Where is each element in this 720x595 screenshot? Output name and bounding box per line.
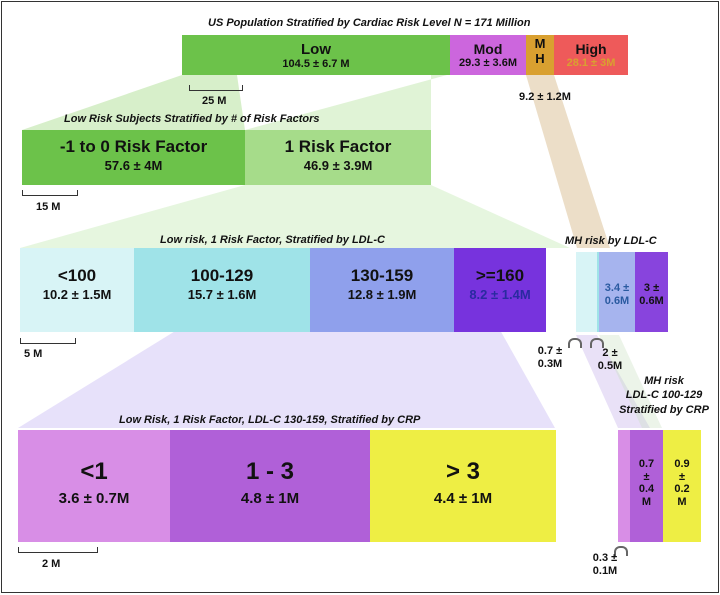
band-mh: [526, 75, 610, 248]
segment-mod: Mod 29.3 ± 3.6M: [450, 35, 526, 75]
segment-ldl-100-129-label: 100-129: [190, 266, 254, 285]
scale-bar-25m: [189, 85, 243, 91]
segment-ldl-100-129-value: 15.7 ± 1.6M: [187, 286, 257, 302]
scale-label-25m: 25 M: [202, 95, 227, 107]
segment-low-label: Low: [301, 41, 331, 58]
mh-crp-gt3: 0.9 ± 0.2 M: [663, 430, 701, 542]
level1-title: US Population Stratified by Cardiac Risk…: [208, 17, 531, 29]
band-low-right: [245, 75, 447, 130]
mh-crp-lt1: [618, 430, 630, 542]
scale-label-5m: 5 M: [24, 348, 43, 360]
mh-value: 9.2 ± 1.2M: [519, 91, 571, 103]
band-1rf: [20, 185, 570, 248]
mh-ldl-lt100: [576, 252, 597, 332]
scale-bar-5m: [20, 338, 76, 344]
segment-ldl-100-129: 100-129 15.7 ± 1.6M: [134, 248, 310, 332]
segment-crp-lt1: <1 3.6 ± 0.7M: [18, 430, 170, 542]
mh-ldl-title: MH risk by LDL-C: [565, 235, 657, 247]
segment-1rf: 1 Risk Factor 46.9 ± 3.9M: [245, 130, 431, 185]
segment-ldl-lt100-label: <100: [57, 266, 97, 285]
band-mh-100b: [599, 335, 662, 428]
segment-ldl-ge160-value: 8.2 ± 1.4M: [469, 286, 531, 302]
mh-crp-note: 0.3 ± 0.1M: [592, 552, 618, 578]
segment-ldl-ge160: >=160 8.2 ± 1.4M: [454, 248, 546, 332]
segment-crp-1-3-label: 1 - 3: [245, 458, 295, 485]
segment-crp-1-3-value: 4.8 ± 1M: [240, 489, 300, 507]
level4-title: Low Risk, 1 Risk Factor, LDL-C 130-159, …: [119, 414, 421, 426]
mh-ldl-note-1: 0.7 ± 0.3M: [537, 345, 563, 371]
mh-ldl-note-2: 2 ± 0.5M: [597, 347, 623, 373]
segment-0rf: -1 to 0 Risk Factor 57.6 ± 4M: [22, 130, 245, 185]
segment-crp-lt1-value: 3.6 ± 0.7M: [58, 489, 130, 507]
level3-title: Low risk, 1 Risk Factor, Stratified by L…: [160, 234, 385, 246]
mh-ldl-ge160: 3 ± 0.6M: [635, 252, 668, 332]
segment-ldl-lt100: <100 10.2 ± 1.5M: [20, 248, 134, 332]
band-mh-100: [576, 335, 650, 428]
segment-mh: M H: [526, 35, 554, 75]
scale-bar-2m: [18, 547, 98, 553]
scale-bar-15m: [22, 190, 78, 196]
segment-low: Low 104.5 ± 6.7 M: [182, 35, 450, 75]
mh-crp-1-3: 0.7 ± 0.4 M: [630, 430, 663, 542]
segment-ldl-130-159: 130-159 12.8 ± 1.9M: [310, 248, 454, 332]
segment-high-label: High: [575, 41, 607, 57]
scale-label-15m: 15 M: [36, 201, 61, 213]
segment-ldl-130-159-label: 130-159: [350, 266, 414, 285]
mh-crp-hook: [614, 546, 628, 556]
segment-high: High 28.1 ± 3M: [554, 35, 628, 75]
segment-high-value: 28.1 ± 3M: [566, 57, 616, 70]
segment-crp-gt3: > 3 4.4 ± 1M: [370, 430, 556, 542]
segment-0rf-label: -1 to 0 Risk Factor: [59, 137, 208, 156]
mh-ldl-130-159: 3.4 ± 0.6M: [599, 252, 635, 332]
mh-ldl-hook-2: [590, 338, 604, 348]
segment-crp-gt3-value: 4.4 ± 1M: [433, 489, 493, 507]
segment-1rf-label: 1 Risk Factor: [284, 137, 392, 156]
scale-label-2m: 2 M: [42, 558, 61, 570]
mh-crp-title: MH risk LDL-C 100-129 Stratified by CRP: [619, 375, 709, 416]
level2-title: Low Risk Subjects Stratified by # of Ris…: [64, 113, 320, 125]
segment-crp-1-3: 1 - 3 4.8 ± 1M: [170, 430, 370, 542]
segment-crp-gt3-label: > 3: [445, 458, 481, 485]
segment-ldl-130-159-value: 12.8 ± 1.9M: [347, 286, 417, 302]
segment-mod-label: Mod: [473, 41, 503, 57]
segment-mod-value: 29.3 ± 3.6M: [458, 57, 517, 70]
segment-0rf-value: 57.6 ± 4M: [104, 157, 163, 173]
segment-crp-lt1-label: <1: [80, 458, 108, 485]
segment-1rf-value: 46.9 ± 3.9M: [303, 157, 373, 173]
mh-ldl-hook-1: [568, 338, 582, 348]
segment-low-value: 104.5 ± 6.7 M: [282, 58, 350, 71]
segment-ldl-ge160-label: >=160: [475, 266, 525, 285]
segment-ldl-lt100-value: 10.2 ± 1.5M: [42, 286, 112, 302]
